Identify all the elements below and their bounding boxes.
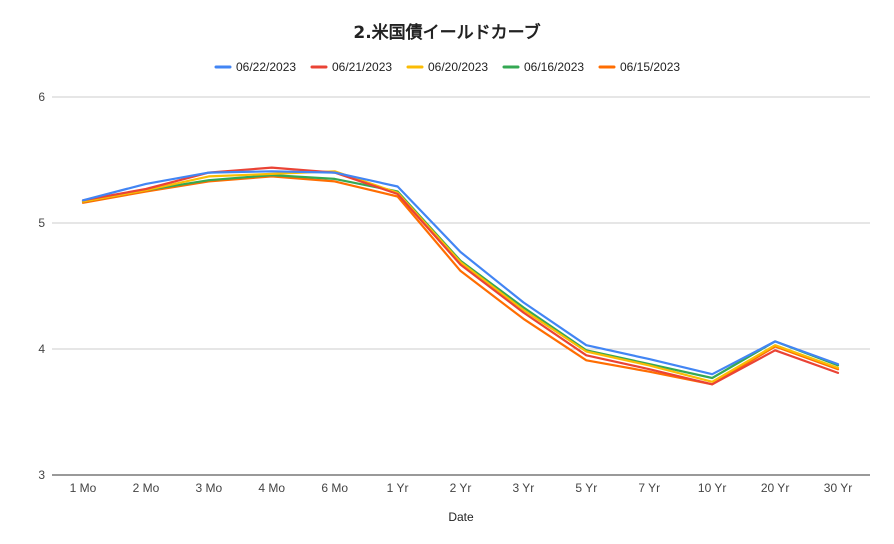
legend-item[interactable]: 06/20/2023 [406, 60, 488, 74]
chart-title: 2.米国債イールドカーブ [353, 22, 540, 43]
y-axis: 3 4 5 6 [38, 90, 45, 482]
series-line [81, 166, 840, 386]
legend: 06/22/2023 06/21/2023 06/20/2023 06/16/2023… [214, 60, 680, 74]
gridlines [52, 96, 870, 476]
series-line [81, 170, 840, 376]
series-line [81, 170, 840, 383]
x-tick-label: 5 Yr [575, 481, 597, 495]
x-tick-label: 3 Yr [513, 481, 535, 495]
x-tick-label: 10 Yr [698, 481, 726, 495]
series-lines [81, 166, 840, 386]
legend-item[interactable]: 06/16/2023 [502, 60, 584, 74]
legend-label: 06/20/2023 [428, 60, 488, 74]
y-tick-label: 3 [38, 468, 45, 482]
x-tick-label: 4 Mo [258, 481, 285, 495]
x-tick-label: 3 Mo [195, 481, 222, 495]
x-axis: 1 Mo 2 Mo 3 Mo 4 Mo 6 Mo 1 Yr 2 Yr 3 Yr 5 Yr 7 Yr… [70, 481, 853, 495]
x-tick-label: 7 Yr [638, 481, 660, 495]
x-tick-label: 2 Mo [133, 481, 160, 495]
legend-item[interactable]: 06/15/2023 [598, 60, 680, 74]
legend-item[interactable]: 06/21/2023 [310, 60, 392, 74]
x-axis-label: Date [448, 510, 474, 524]
y-tick-label: 6 [38, 90, 45, 104]
y-tick-label: 5 [38, 216, 45, 230]
legend-label: 06/21/2023 [332, 60, 392, 74]
x-tick-label: 1 Yr [387, 481, 409, 495]
legend-label: 06/15/2023 [620, 60, 680, 74]
x-tick-label: 6 Mo [321, 481, 348, 495]
legend-label: 06/16/2023 [524, 60, 584, 74]
y-tick-label: 4 [38, 342, 45, 356]
x-tick-label: 30 Yr [824, 481, 852, 495]
series-line [81, 174, 840, 380]
x-tick-label: 2 Yr [450, 481, 472, 495]
x-tick-label: 1 Mo [70, 481, 97, 495]
series-line [81, 175, 840, 386]
legend-item[interactable]: 06/22/2023 [214, 60, 296, 74]
legend-label: 06/22/2023 [236, 60, 296, 74]
x-tick-label: 20 Yr [761, 481, 789, 495]
